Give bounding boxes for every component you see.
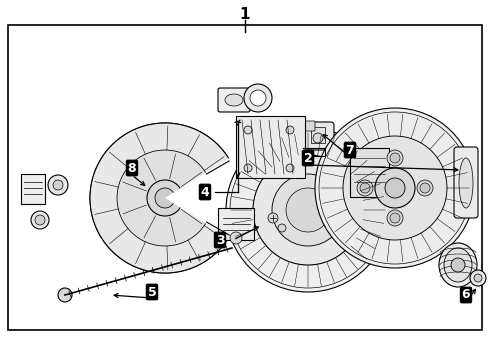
Circle shape	[313, 133, 323, 143]
Circle shape	[387, 150, 403, 166]
Circle shape	[420, 183, 430, 193]
Circle shape	[244, 164, 252, 172]
Circle shape	[244, 126, 252, 134]
FancyBboxPatch shape	[236, 116, 305, 178]
Circle shape	[360, 183, 370, 193]
Circle shape	[343, 136, 447, 240]
Circle shape	[417, 180, 433, 196]
Circle shape	[385, 178, 405, 198]
Ellipse shape	[225, 94, 243, 106]
Circle shape	[253, 155, 363, 265]
Circle shape	[451, 258, 465, 272]
Circle shape	[230, 232, 242, 244]
Text: 3: 3	[216, 234, 224, 247]
Circle shape	[58, 288, 72, 302]
Text: 7: 7	[345, 144, 354, 157]
FancyBboxPatch shape	[218, 88, 250, 112]
Text: 4: 4	[200, 185, 209, 198]
Text: 8: 8	[128, 162, 136, 175]
FancyBboxPatch shape	[218, 208, 254, 240]
Circle shape	[147, 180, 183, 216]
Circle shape	[375, 168, 415, 208]
FancyBboxPatch shape	[291, 127, 305, 143]
Circle shape	[470, 270, 486, 286]
Text: 6: 6	[462, 288, 470, 302]
Circle shape	[319, 112, 471, 264]
FancyBboxPatch shape	[311, 127, 325, 143]
Text: 2: 2	[304, 152, 313, 165]
Text: 1: 1	[240, 6, 250, 22]
Circle shape	[230, 132, 386, 288]
Circle shape	[226, 128, 390, 292]
Circle shape	[390, 213, 400, 223]
Circle shape	[278, 224, 286, 232]
Circle shape	[268, 213, 278, 223]
Circle shape	[53, 180, 63, 190]
Circle shape	[387, 210, 403, 226]
Circle shape	[315, 108, 475, 268]
Circle shape	[244, 84, 272, 112]
Wedge shape	[165, 158, 241, 238]
Ellipse shape	[444, 248, 472, 282]
Text: 5: 5	[147, 285, 156, 298]
Circle shape	[35, 215, 45, 225]
Circle shape	[250, 90, 266, 106]
Circle shape	[357, 180, 373, 196]
Circle shape	[90, 123, 240, 273]
FancyBboxPatch shape	[21, 174, 45, 204]
Circle shape	[155, 188, 175, 208]
Circle shape	[286, 164, 294, 172]
Circle shape	[48, 175, 68, 195]
Circle shape	[31, 211, 49, 229]
FancyBboxPatch shape	[350, 148, 389, 197]
Wedge shape	[90, 123, 230, 273]
Circle shape	[117, 150, 213, 246]
FancyBboxPatch shape	[301, 121, 315, 131]
Circle shape	[286, 126, 294, 134]
Circle shape	[390, 153, 400, 163]
Circle shape	[474, 274, 482, 282]
Bar	[8, 25, 482, 330]
Circle shape	[286, 188, 330, 232]
Ellipse shape	[439, 243, 477, 287]
FancyBboxPatch shape	[282, 122, 334, 150]
Circle shape	[272, 174, 344, 246]
FancyBboxPatch shape	[454, 147, 478, 218]
Ellipse shape	[459, 158, 473, 208]
